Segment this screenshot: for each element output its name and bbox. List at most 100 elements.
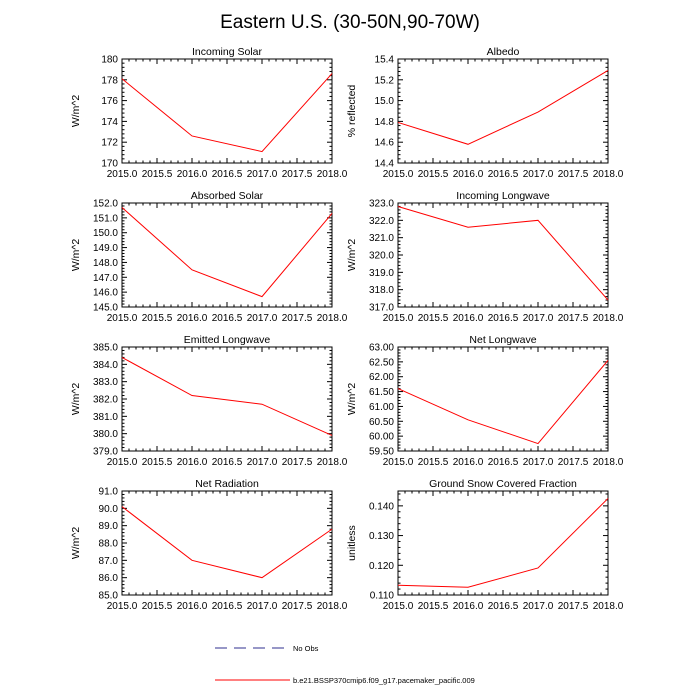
- x-tick-label: 2015.0: [383, 313, 414, 324]
- y-tick-label: 146.0: [93, 288, 118, 299]
- y-tick-label: 59.50: [369, 447, 394, 458]
- y-tick-label: 381.0: [93, 412, 118, 423]
- chart-panel: Incoming Longwave W/m^2 2015.0 2015.5 2016.0…: [346, 190, 624, 324]
- x-tick-label: 2015.0: [107, 313, 138, 324]
- x-tick-label: 2015.5: [418, 313, 449, 324]
- y-tick-label: 89.0: [99, 521, 119, 532]
- x-tick-label: 2017.5: [558, 457, 589, 468]
- y-tick-label: 91.0: [99, 487, 119, 498]
- series-line: [397, 70, 609, 145]
- x-tick-label: 2016.0: [177, 169, 208, 180]
- y-tick-label: 170: [101, 159, 118, 170]
- series-line: [121, 207, 333, 298]
- y-axis-label: W/m^2: [70, 527, 82, 560]
- y-tick-label: 60.00: [369, 432, 394, 443]
- x-tick-label: 2016.0: [453, 457, 484, 468]
- y-tick-label: 62.00: [369, 372, 394, 383]
- legend-no-obs-label: No Obs: [293, 644, 319, 653]
- chart-panel: Emitted Longwave W/m^2 2015.0 2015.5 2016.0 2…: [70, 334, 348, 468]
- y-tick-label: 15.2: [375, 75, 395, 86]
- y-tick-label: 380.0: [93, 429, 118, 440]
- y-tick-label: 319.0: [369, 268, 394, 279]
- x-tick-label: 2018.0: [317, 169, 348, 180]
- y-tick-label: 172: [101, 138, 118, 149]
- y-tick-label: 151.0: [93, 213, 118, 224]
- chart-panel: Albedo % reflected 2015.0 2015.5 2016.0 2016.…: [346, 46, 624, 180]
- x-tick-label: 2015.5: [418, 169, 449, 180]
- legend: No Obs b.e21.BSSP370cmip6.f09_g17.pacema…: [215, 644, 475, 685]
- y-axis-label: W/m^2: [70, 95, 82, 128]
- y-tick-label: 14.8: [375, 117, 395, 128]
- x-tick-label: 2017.0: [247, 457, 278, 468]
- panel-title: Ground Snow Covered Fraction: [429, 478, 577, 490]
- x-tick-label: 2017.0: [523, 601, 554, 612]
- x-tick-label: 2015.0: [383, 169, 414, 180]
- x-tick-label: 2016.5: [212, 601, 243, 612]
- x-tick-label: 2018.0: [593, 169, 624, 180]
- y-tick-label: 322.0: [369, 216, 394, 227]
- y-tick-label: 147.0: [93, 273, 118, 284]
- x-tick-label: 2016.5: [212, 169, 243, 180]
- x-tick-label: 2015.5: [142, 169, 173, 180]
- x-tick-label: 2018.0: [317, 601, 348, 612]
- x-tick-label: 2017.5: [282, 457, 313, 468]
- y-tick-label: 85.0: [99, 591, 119, 602]
- x-tick-label: 2015.5: [418, 457, 449, 468]
- plot-frame: [397, 346, 609, 452]
- panel-title: Albedo: [487, 46, 520, 58]
- y-tick-label: 382.0: [93, 395, 118, 406]
- series-line: [121, 506, 333, 579]
- x-tick-label: 2017.0: [247, 601, 278, 612]
- y-axis-label: W/m^2: [70, 383, 82, 416]
- y-tick-label: 14.4: [375, 159, 395, 170]
- y-tick-label: 60.50: [369, 417, 394, 428]
- x-tick-label: 2016.5: [212, 313, 243, 324]
- y-tick-label: 86.0: [99, 573, 119, 584]
- y-axis-label: W/m^2: [346, 383, 358, 416]
- y-tick-label: 15.0: [375, 96, 395, 107]
- y-tick-label: 63.00: [369, 343, 394, 354]
- x-tick-label: 2017.0: [523, 313, 554, 324]
- y-tick-label: 152.0: [93, 199, 118, 210]
- chart-panel: Net Longwave W/m^2 2015.0 2015.5 2016.0 2016.…: [346, 334, 624, 468]
- y-tick-label: 149.0: [93, 243, 118, 254]
- x-tick-label: 2018.0: [593, 457, 624, 468]
- x-tick-label: 2017.0: [523, 457, 554, 468]
- y-tick-label: 0.120: [369, 561, 394, 572]
- x-tick-label: 2017.0: [523, 169, 554, 180]
- x-tick-label: 2017.5: [282, 313, 313, 324]
- x-tick-label: 2016.0: [177, 601, 208, 612]
- y-tick-label: 317.0: [369, 303, 394, 314]
- chart-panel: Net Radiation W/m^2 2015.0 2015.5 2016.0 2016…: [70, 478, 348, 612]
- y-tick-label: 14.6: [375, 138, 395, 149]
- x-tick-label: 2016.5: [488, 457, 519, 468]
- y-tick-label: 61.00: [369, 402, 394, 413]
- y-tick-label: 384.0: [93, 360, 118, 371]
- y-tick-label: 61.50: [369, 387, 394, 398]
- y-tick-label: 15.4: [375, 55, 395, 66]
- x-tick-label: 2017.5: [558, 169, 589, 180]
- y-tick-label: 176: [101, 96, 118, 107]
- series-line: [397, 498, 609, 588]
- x-tick-label: 2017.0: [247, 169, 278, 180]
- panel-title: Absorbed Solar: [191, 190, 264, 202]
- plot-frame: [121, 346, 333, 452]
- chart-panel: Ground Snow Covered Fraction unitless 2015…: [346, 478, 624, 612]
- y-tick-label: 385.0: [93, 343, 118, 354]
- x-tick-label: 2016.5: [212, 457, 243, 468]
- y-tick-label: 178: [101, 75, 118, 86]
- x-tick-label: 2015.5: [418, 601, 449, 612]
- y-tick-label: 318.0: [369, 285, 394, 296]
- panel-title: Incoming Solar: [192, 46, 263, 58]
- y-tick-label: 321.0: [369, 233, 394, 244]
- y-tick-label: 174: [101, 117, 118, 128]
- x-tick-label: 2015.0: [383, 457, 414, 468]
- y-axis-label: W/m^2: [346, 239, 358, 272]
- x-tick-label: 2018.0: [593, 601, 624, 612]
- series-line: [121, 73, 333, 153]
- y-tick-label: 0.140: [369, 501, 394, 512]
- x-tick-label: 2017.0: [247, 313, 278, 324]
- x-tick-label: 2018.0: [317, 457, 348, 468]
- x-tick-label: 2016.0: [453, 601, 484, 612]
